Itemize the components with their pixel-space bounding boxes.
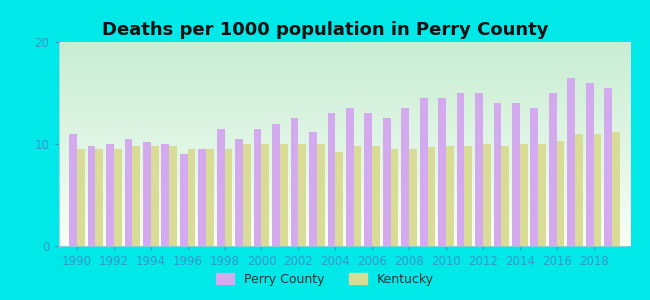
Bar (567, 78, 575, 246)
Bar (125, 139, 133, 246)
Bar (335, 152, 343, 246)
Bar (501, 146, 509, 246)
Bar (372, 146, 380, 246)
Bar (224, 149, 232, 246)
Bar (169, 146, 177, 246)
Bar (180, 154, 188, 246)
Bar (328, 113, 335, 246)
Bar (151, 146, 159, 246)
Bar (69, 134, 77, 246)
Bar (420, 98, 428, 246)
Bar (401, 108, 409, 246)
Bar (106, 144, 114, 246)
Bar (391, 149, 398, 246)
Bar (88, 146, 96, 246)
Bar (465, 146, 472, 246)
Bar (346, 108, 354, 246)
Bar (261, 144, 269, 246)
Bar (493, 103, 501, 246)
Bar (428, 147, 436, 246)
Bar (188, 149, 196, 246)
Bar (354, 146, 361, 246)
Bar (530, 108, 538, 246)
Bar (575, 134, 583, 246)
Bar (409, 149, 417, 246)
Bar (457, 93, 465, 246)
Bar (77, 149, 85, 246)
Bar (309, 132, 317, 246)
Bar (291, 118, 298, 246)
Bar (586, 83, 593, 246)
Bar (520, 144, 528, 246)
Bar (114, 149, 122, 246)
Bar (198, 149, 206, 246)
Bar (604, 88, 612, 246)
Bar (475, 93, 483, 246)
Bar (549, 93, 556, 246)
Legend: Perry County, Kentucky: Perry County, Kentucky (211, 268, 439, 291)
Bar (512, 103, 520, 246)
Bar (298, 144, 306, 246)
Bar (206, 149, 214, 246)
Bar (254, 129, 261, 246)
Bar (235, 139, 243, 246)
Bar (217, 129, 224, 246)
Bar (593, 134, 601, 246)
Bar (272, 124, 280, 246)
Bar (538, 144, 546, 246)
Bar (556, 141, 564, 246)
Bar (143, 142, 151, 246)
Bar (96, 149, 103, 246)
Bar (365, 113, 372, 246)
Bar (133, 146, 140, 246)
Bar (161, 144, 169, 246)
Bar (317, 144, 324, 246)
Bar (280, 144, 288, 246)
Bar (612, 132, 620, 246)
Bar (243, 144, 251, 246)
Text: Deaths per 1000 population in Perry County: Deaths per 1000 population in Perry Coun… (102, 21, 548, 39)
Bar (446, 146, 454, 246)
Bar (483, 144, 491, 246)
Bar (438, 98, 446, 246)
Bar (383, 118, 391, 246)
